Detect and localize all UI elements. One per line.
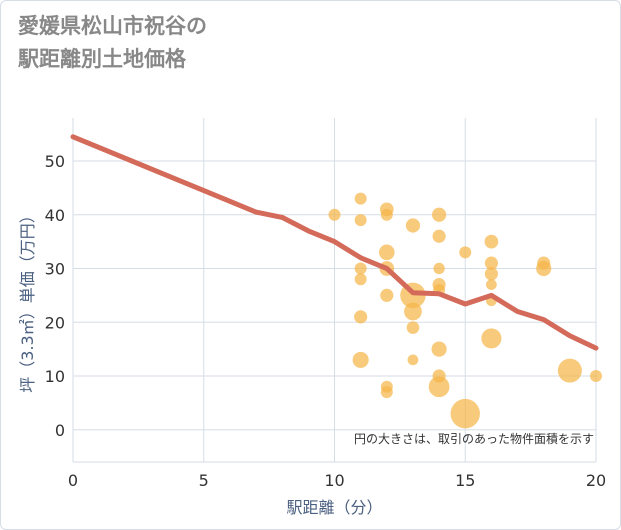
bubble-point-14 <box>380 386 393 399</box>
bubble-point-10 <box>378 244 395 261</box>
chart-title: 愛媛県松山市祝谷の 駅距離別土地価格 <box>18 10 418 76</box>
bubble-point-7 <box>352 351 369 368</box>
bubble-point-20 <box>432 207 447 222</box>
bubble-point-28 <box>459 246 472 259</box>
y-tick-label-50: 50 <box>45 152 65 171</box>
bubble-point-21 <box>432 229 446 243</box>
bubble-point-37 <box>536 260 552 277</box>
y-tick-label-0: 0 <box>55 421 65 440</box>
x-tick-label-20: 20 <box>586 471 606 490</box>
bubble-point-1 <box>328 208 341 221</box>
y-tick-label-40: 40 <box>45 206 65 225</box>
x-tick-label-15: 15 <box>455 471 475 490</box>
bubble-point-2 <box>354 192 367 205</box>
size-legend-note: 円の大きさは、取引のあった物件面積を示す <box>354 431 594 446</box>
bubble-point-32 <box>484 267 498 281</box>
chart-title-line-2: 駅距離別土地価格 <box>18 47 186 71</box>
bubble-point-39 <box>590 370 602 382</box>
y-tick-label-10: 10 <box>45 367 65 386</box>
bubble-point-5 <box>354 273 367 286</box>
bubble-point-29 <box>450 398 480 429</box>
trend-series <box>70 134 599 351</box>
bubble-point-6 <box>354 310 368 324</box>
y-tick-label-20: 20 <box>45 313 65 332</box>
trend-line <box>70 134 599 351</box>
x-axis-label: 駅距離（分） <box>286 498 382 517</box>
bubble-point-18 <box>406 321 420 334</box>
bubble-point-17 <box>404 302 422 321</box>
x-tick-label-10: 10 <box>324 471 344 490</box>
bubble-point-30 <box>484 234 499 249</box>
x-tick-label-5: 5 <box>199 471 209 490</box>
bubble-point-3 <box>354 214 367 227</box>
bubble-point-38 <box>557 358 582 383</box>
bubble-point-22 <box>433 262 445 275</box>
bubble-point-4 <box>354 262 367 275</box>
chart-title-line-1: 愛媛県松山市祝谷の <box>18 14 207 38</box>
x-tick-label-0: 0 <box>68 471 78 490</box>
bubble-point-25 <box>431 341 447 357</box>
bubble-point-31 <box>484 256 498 270</box>
y-axis-label: 坪（3.3㎡）単価（万円） <box>18 207 37 392</box>
bubble-series <box>328 192 602 429</box>
bubble-point-9 <box>380 208 393 221</box>
bubble-point-35 <box>481 328 502 349</box>
gridlines <box>72 118 597 463</box>
bubble-point-19 <box>407 354 419 366</box>
bubble-point-27 <box>428 376 450 398</box>
axis-ticks: 0 5 10 15 20 0 10 20 30 40 50 <box>45 152 607 490</box>
bubble-point-33 <box>486 279 497 290</box>
y-tick-label-30: 30 <box>45 260 65 279</box>
bubble-point-12 <box>380 288 394 302</box>
bubble-point-15 <box>405 218 421 233</box>
